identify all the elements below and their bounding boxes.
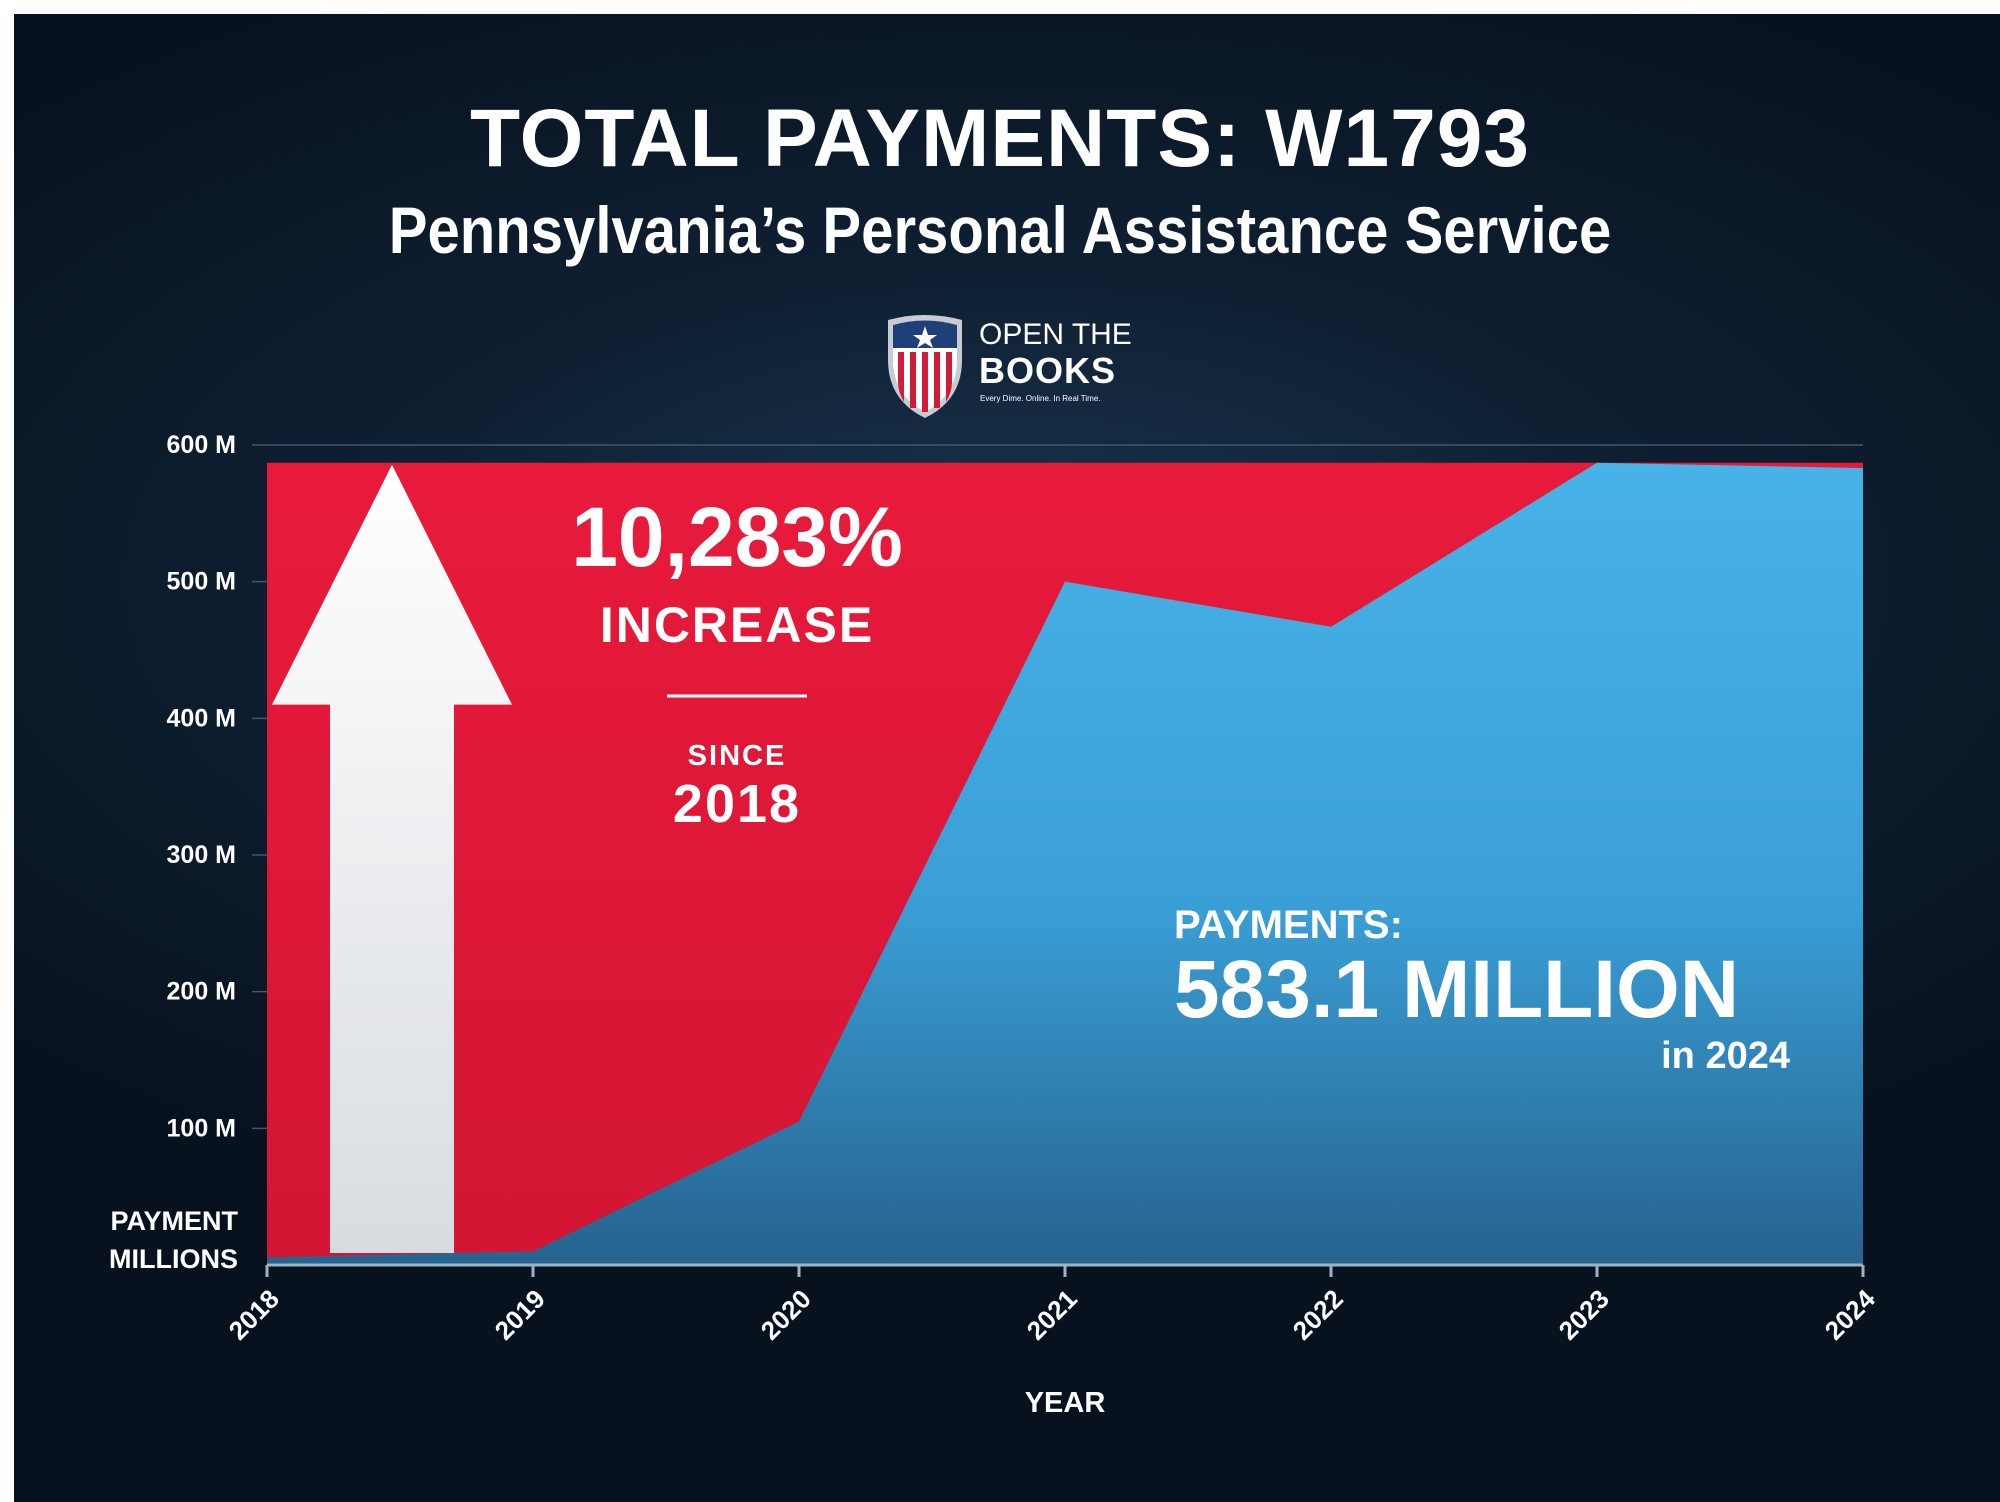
- y-axis-label: PAYMENT: [110, 1206, 238, 1236]
- y-tick-label: 100 M: [167, 1114, 236, 1142]
- payments-label: PAYMENTS:: [1174, 903, 1403, 947]
- chart-subtitle: Pennsylvania’s Personal Assistance Servi…: [388, 193, 1612, 267]
- logo-line-2: BOOKS: [979, 350, 1117, 391]
- y-tick-label: 300 M: [167, 841, 236, 869]
- x-tick-label: 2022: [1287, 1284, 1349, 1346]
- since-year: 2018: [673, 774, 801, 834]
- x-tick-label: 2020: [755, 1284, 817, 1346]
- x-tick-label: 2021: [1021, 1284, 1083, 1346]
- x-tick-label: 2018: [223, 1284, 285, 1346]
- increase-value: 10,283%: [571, 490, 903, 584]
- payments-year: in 2024: [1661, 1035, 1790, 1077]
- since-label: SINCE: [688, 740, 787, 772]
- y-tick-label: 500 M: [167, 568, 236, 596]
- y-tick-label: 600 M: [167, 431, 236, 459]
- logo-line-1: OPEN THE: [979, 318, 1132, 351]
- y-axis-label: MILLIONS: [109, 1244, 238, 1274]
- y-tick-label: 200 M: [167, 978, 236, 1006]
- open-the-books-logo: OPEN THE BOOKS Every Dime. Online. In Re…: [880, 312, 1140, 422]
- chart-title: TOTAL PAYMENTS: W1793: [470, 93, 1530, 184]
- logo-tagline: Every Dime. Online. In Real Time.: [980, 394, 1101, 403]
- series-area: [267, 462, 1863, 1265]
- payments-value: 583.1 MILLION: [1174, 944, 1739, 1035]
- x-axis-label: YEAR: [1025, 1387, 1106, 1419]
- x-tick-label: 2024: [1819, 1283, 1881, 1345]
- x-tick-label: 2023: [1553, 1284, 1615, 1346]
- y-tick-label: 400 M: [167, 704, 236, 732]
- shield-icon: [888, 315, 962, 418]
- increase-arrow-icon: [272, 464, 512, 1253]
- x-tick-label: 2019: [489, 1284, 551, 1346]
- increase-label: INCREASE: [600, 597, 874, 653]
